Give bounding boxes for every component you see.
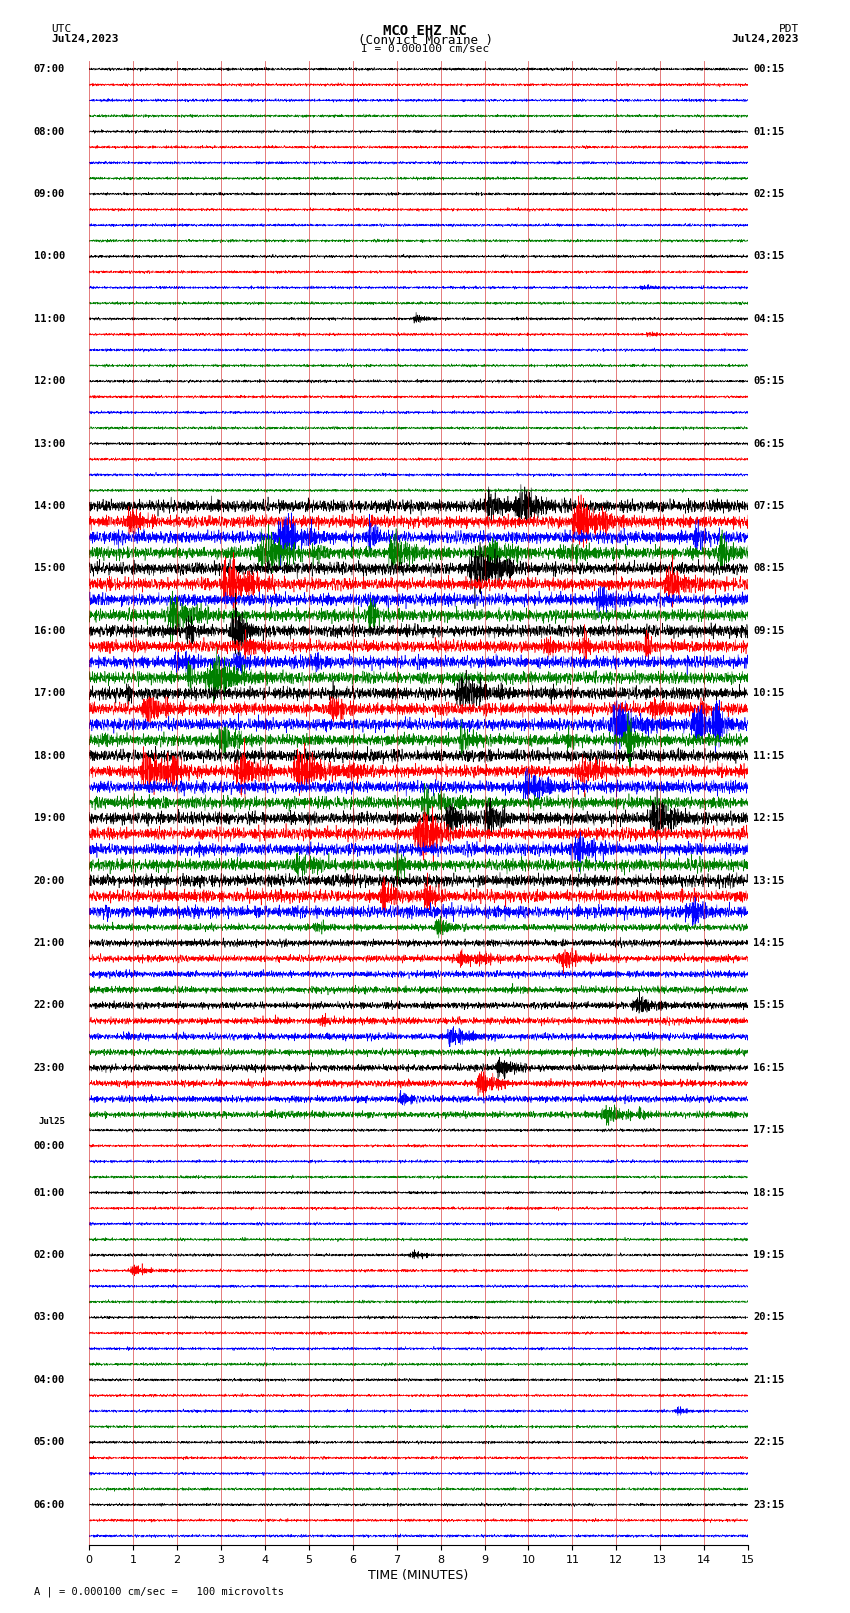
Text: PDT: PDT [779, 24, 799, 34]
Text: 04:00: 04:00 [34, 1374, 65, 1386]
Text: 08:15: 08:15 [753, 563, 785, 574]
Text: (Convict Moraine ): (Convict Moraine ) [358, 34, 492, 47]
Text: 12:00: 12:00 [34, 376, 65, 386]
Text: Jul24,2023: Jul24,2023 [732, 34, 799, 44]
Text: 03:00: 03:00 [34, 1313, 65, 1323]
Text: 15:00: 15:00 [34, 563, 65, 574]
Text: 10:15: 10:15 [753, 689, 785, 698]
Text: 22:00: 22:00 [34, 1000, 65, 1010]
Text: 18:15: 18:15 [753, 1187, 785, 1197]
Text: 20:15: 20:15 [753, 1313, 785, 1323]
Text: Jul24,2023: Jul24,2023 [51, 34, 118, 44]
X-axis label: TIME (MINUTES): TIME (MINUTES) [369, 1569, 468, 1582]
Text: 06:00: 06:00 [34, 1500, 65, 1510]
Text: 13:15: 13:15 [753, 876, 785, 886]
Text: 23:15: 23:15 [753, 1500, 785, 1510]
Text: 18:00: 18:00 [34, 750, 65, 761]
Text: 17:15: 17:15 [753, 1126, 785, 1136]
Text: 01:00: 01:00 [34, 1187, 65, 1197]
Text: 04:15: 04:15 [753, 315, 785, 324]
Text: 13:00: 13:00 [34, 439, 65, 448]
Text: 23:00: 23:00 [34, 1063, 65, 1073]
Text: UTC: UTC [51, 24, 71, 34]
Text: 17:00: 17:00 [34, 689, 65, 698]
Text: 21:15: 21:15 [753, 1374, 785, 1386]
Text: 02:00: 02:00 [34, 1250, 65, 1260]
Text: 16:15: 16:15 [753, 1063, 785, 1073]
Text: MCO EHZ NC: MCO EHZ NC [383, 24, 467, 39]
Text: 15:15: 15:15 [753, 1000, 785, 1010]
Text: 09:15: 09:15 [753, 626, 785, 636]
Text: 22:15: 22:15 [753, 1437, 785, 1447]
Text: 00:00: 00:00 [34, 1140, 65, 1150]
Text: 12:15: 12:15 [753, 813, 785, 823]
Text: 16:00: 16:00 [34, 626, 65, 636]
Text: 20:00: 20:00 [34, 876, 65, 886]
Text: 01:15: 01:15 [753, 126, 785, 137]
Text: I = 0.000100 cm/sec: I = 0.000100 cm/sec [361, 44, 489, 53]
Text: 09:00: 09:00 [34, 189, 65, 198]
Text: 07:15: 07:15 [753, 502, 785, 511]
Text: Jul25: Jul25 [38, 1118, 65, 1126]
Text: 03:15: 03:15 [753, 252, 785, 261]
Text: 11:00: 11:00 [34, 315, 65, 324]
Text: 10:00: 10:00 [34, 252, 65, 261]
Text: 05:00: 05:00 [34, 1437, 65, 1447]
Text: 07:00: 07:00 [34, 65, 65, 74]
Text: 05:15: 05:15 [753, 376, 785, 386]
Text: A | = 0.000100 cm/sec =   100 microvolts: A | = 0.000100 cm/sec = 100 microvolts [34, 1586, 284, 1597]
Text: 00:15: 00:15 [753, 65, 785, 74]
Text: 06:15: 06:15 [753, 439, 785, 448]
Text: 14:15: 14:15 [753, 937, 785, 948]
Text: 02:15: 02:15 [753, 189, 785, 198]
Text: 19:00: 19:00 [34, 813, 65, 823]
Text: 21:00: 21:00 [34, 937, 65, 948]
Text: 11:15: 11:15 [753, 750, 785, 761]
Text: 14:00: 14:00 [34, 502, 65, 511]
Text: 19:15: 19:15 [753, 1250, 785, 1260]
Text: 08:00: 08:00 [34, 126, 65, 137]
